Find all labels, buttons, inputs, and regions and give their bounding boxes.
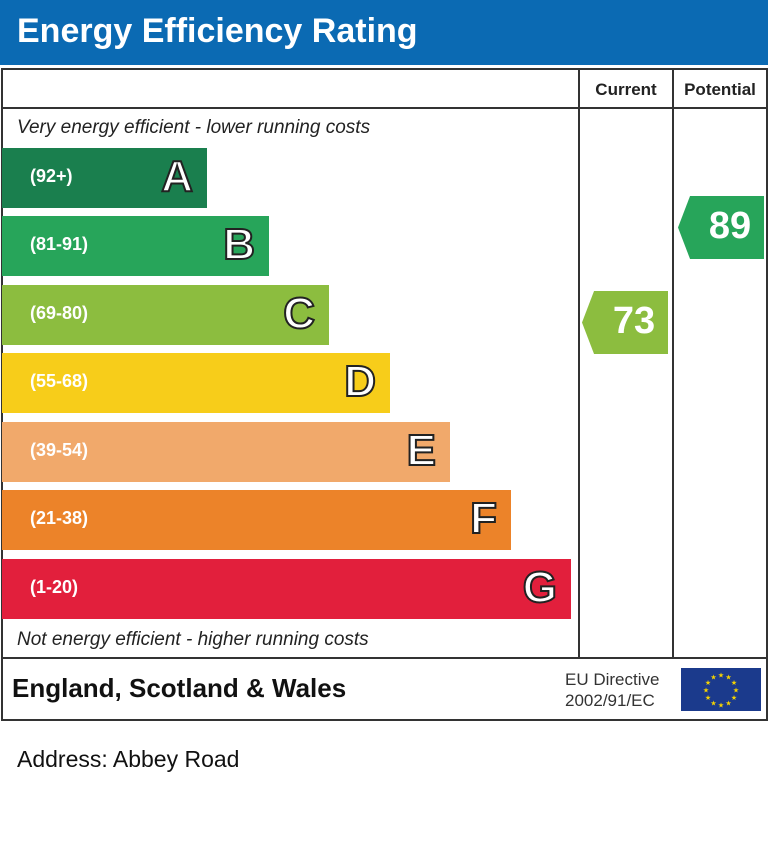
bottom-note: Not energy efficient - higher running co… (17, 629, 369, 650)
band-letter: A (160, 151, 194, 202)
potential-rating-value: 89 (708, 205, 752, 247)
svg-text:★: ★ (725, 699, 731, 707)
address: Address: Abbey Road (17, 746, 240, 772)
eu-directive: EU Directive 2002/91/EC (565, 669, 659, 711)
band-letter: C (282, 288, 316, 339)
svg-text:★: ★ (710, 699, 716, 707)
svg-text:★: ★ (718, 702, 724, 710)
page-title: Energy Efficiency Rating (17, 12, 418, 50)
potential-rating-arrow: 89 (678, 196, 764, 259)
svg-text:★: ★ (731, 694, 737, 702)
band-bar-a: (92+) A (2, 148, 207, 208)
band-range: (92+) (30, 166, 73, 186)
divider (578, 68, 580, 658)
current-rating-arrow: 73 (582, 291, 668, 354)
band-range: (21-38) (30, 508, 89, 528)
current-column-header: Current (595, 80, 657, 99)
region-label: England, Scotland & Wales (12, 673, 347, 703)
band-range: (39-54) (30, 440, 89, 460)
svg-text:★: ★ (725, 674, 731, 682)
svg-text:★: ★ (705, 679, 711, 687)
potential-column-header: Potential (684, 80, 756, 99)
band-bar-e: (39-54) E (2, 422, 450, 482)
band-letter: G (522, 562, 558, 613)
band-range: (81-91) (30, 234, 89, 254)
divider (1, 107, 766, 109)
directive-line: EU Directive (565, 670, 660, 689)
band-bar-c: (69-80) C (2, 285, 329, 345)
band-letter: B (222, 219, 256, 270)
divider (672, 68, 674, 658)
svg-text:★: ★ (710, 674, 716, 682)
svg-text:★: ★ (703, 687, 709, 695)
svg-text:★: ★ (731, 679, 737, 687)
svg-text:★: ★ (733, 687, 739, 695)
band-letter: F (469, 493, 498, 544)
band-letter: D (343, 356, 377, 407)
directive-code: 2002/91/EC (565, 691, 655, 710)
band-range: (1-20) (30, 577, 79, 597)
band-bar-b: (81-91) B (2, 216, 269, 276)
svg-text:★: ★ (718, 672, 724, 680)
band-bar-f: (21-38) F (2, 490, 511, 550)
band-bar-d: (55-68) D (2, 353, 390, 413)
divider (1, 657, 766, 659)
band-letter: E (406, 425, 437, 476)
eu-flag-icon: ★ ★★★★★★★★★★★ (681, 668, 761, 711)
header-bar: Energy Efficiency Rating (0, 0, 768, 65)
band-range: (69-80) (30, 303, 89, 323)
top-note: Very energy efficient - lower running co… (17, 117, 371, 138)
band-range: (55-68) (30, 371, 89, 391)
band-bar-g: (1-20) G (2, 559, 571, 619)
svg-text:★: ★ (705, 694, 711, 702)
current-rating-value: 73 (612, 300, 656, 342)
